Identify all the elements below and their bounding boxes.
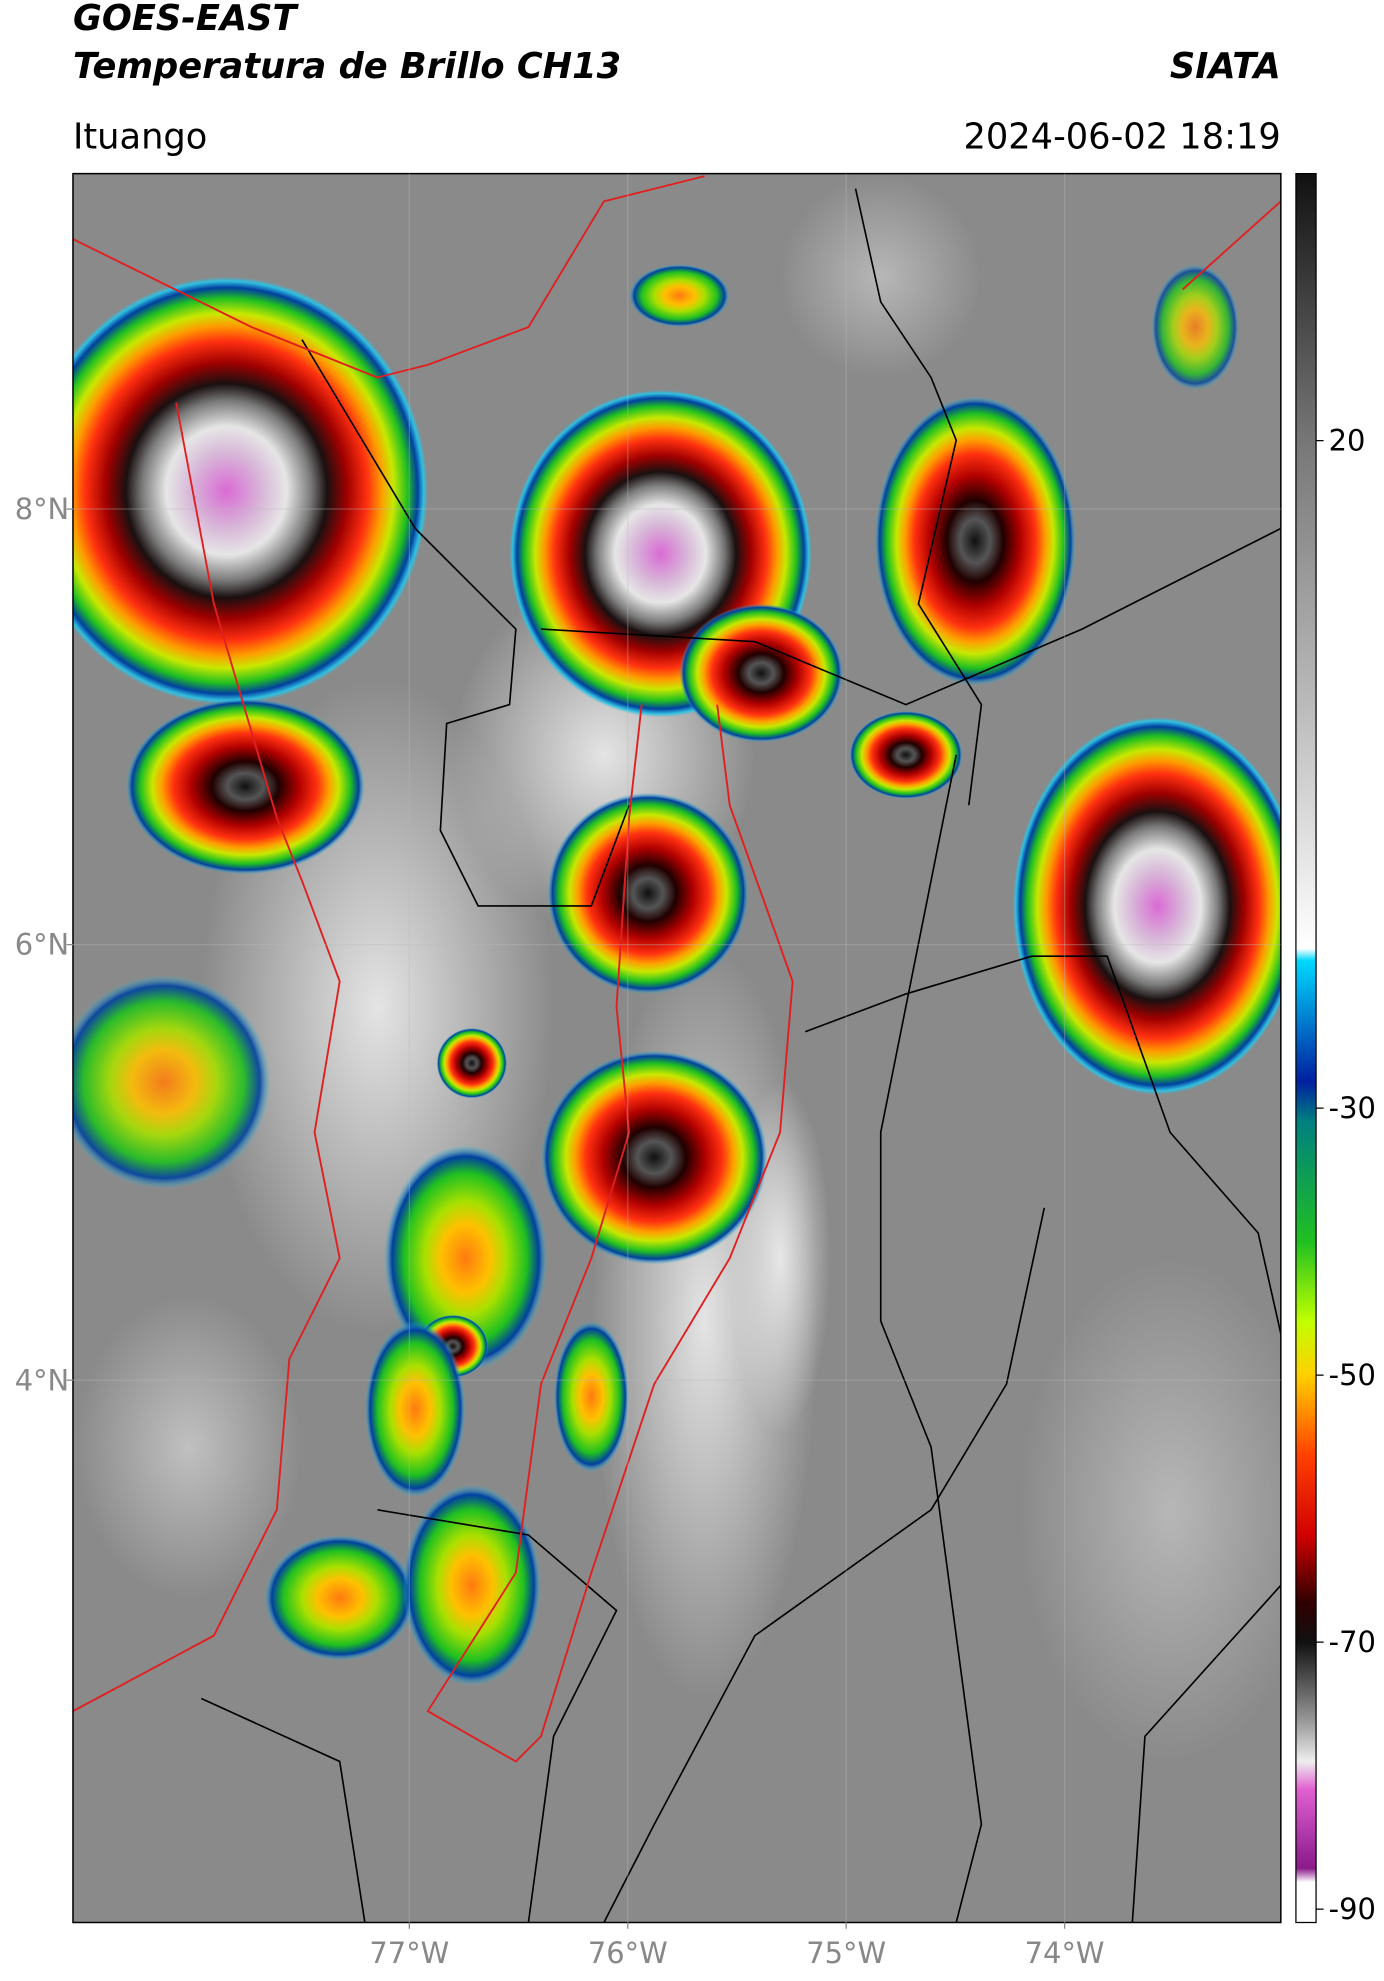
ticks: 8°N 6°N 4°N 77°W 76°W 75°W 74°W xyxy=(15,492,1105,1970)
lon-tick-label: 76°W xyxy=(588,1936,668,1970)
red-boundaries xyxy=(72,175,1281,1763)
colorbar xyxy=(1295,172,1317,1924)
subtitle: Temperatura de Brillo CH13 xyxy=(73,46,621,87)
lon-tick-label: 75°W xyxy=(806,1936,886,1970)
colorbar-tick-label: -70 xyxy=(1329,1625,1376,1659)
map-frame xyxy=(72,172,1282,1924)
source: SIATA xyxy=(1170,46,1281,87)
datetime: 2024-06-02 18:19 xyxy=(963,116,1280,157)
title: GOES-EAST xyxy=(73,0,300,39)
colorbar-tick-label: -50 xyxy=(1329,1358,1376,1392)
map-image xyxy=(72,173,1281,1923)
lon-tick-label: 74°W xyxy=(1025,1936,1105,1970)
lat-tick-label: 4°N xyxy=(15,1363,70,1397)
lon-tick-label: 77°W xyxy=(369,1936,449,1970)
lat-tick-label: 6°N xyxy=(15,928,70,962)
grid xyxy=(72,173,1281,1923)
colorbar-tick-label: 20 xyxy=(1329,424,1366,458)
colorbar-tick-label: -90 xyxy=(1329,1892,1376,1926)
lat-tick-label: 8°N xyxy=(15,492,70,526)
borders xyxy=(200,188,1281,1923)
location: Ituango xyxy=(73,116,207,157)
colorbar-ticks: 20 -30 -50 -70 -90 xyxy=(1316,424,1376,1926)
storms xyxy=(72,264,1281,1686)
colorbar-tick-label: -30 xyxy=(1329,1091,1376,1125)
